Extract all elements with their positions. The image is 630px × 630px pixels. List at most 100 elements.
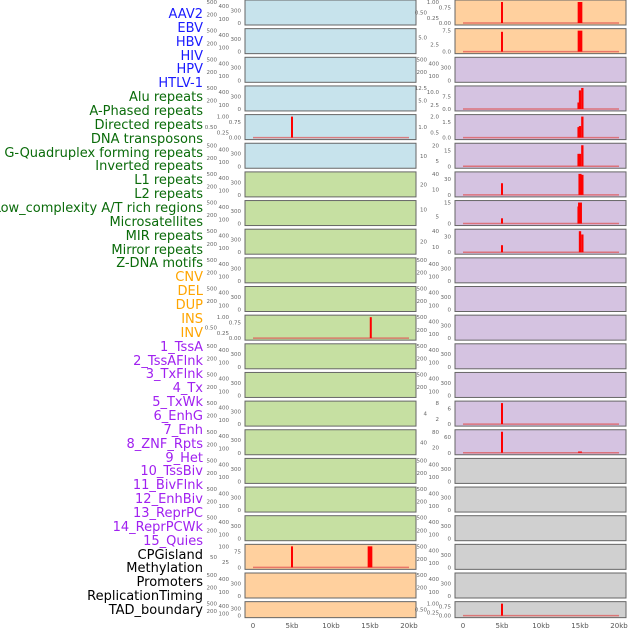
track-label: AAV2 [168, 7, 203, 22]
y-tick-label: 300 [231, 352, 242, 358]
y-tick-label: 8 [436, 401, 440, 407]
y-tick-label: 0 [238, 78, 242, 84]
y-tick-label: 500 [417, 544, 428, 550]
y-tick-label: 400 [219, 291, 230, 297]
y-tick-label: 0.0 [442, 107, 451, 113]
y-tick-label: 0 [238, 279, 242, 285]
y-tick-label: 0 [448, 422, 452, 428]
y-tick-label: 100 [219, 504, 230, 510]
track-label: Mirror repeats [111, 242, 203, 258]
y-tick-label: 500 [207, 57, 218, 63]
panel-background [454, 601, 627, 619]
y-tick-label: 200 [207, 356, 218, 362]
y-tick-label: 5.0 [418, 99, 427, 105]
bar [578, 231, 582, 253]
y-tick-label: 400 [219, 348, 230, 354]
y-tick-label: 12.5 [415, 86, 428, 92]
y-tick-label: 0 [238, 537, 242, 543]
panel-background [454, 343, 627, 370]
y-tick-label: 100 [219, 447, 230, 453]
panel-background [454, 171, 627, 198]
y-tick-label: 300 [231, 94, 242, 100]
y-tick-label: 400 [219, 577, 230, 583]
track-label: HBV [175, 34, 203, 50]
y-tick-label: 200 [207, 41, 218, 47]
bar [501, 245, 503, 253]
y-tick-label: 0 [238, 250, 242, 256]
y-tick-label: 300 [231, 410, 242, 416]
y-tick-label: 500 [207, 602, 218, 608]
panel-background [454, 28, 627, 55]
y-tick-label: 400 [219, 90, 230, 96]
y-tick-label: 500 [207, 401, 218, 407]
x-tick-label: 10kb [532, 622, 550, 630]
track-panel: 0.000.250.50 0.751.00 [415, 0, 627, 27]
panel-background [454, 257, 627, 284]
y-tick-label: 400 [429, 62, 440, 68]
y-tick-label: 0 [448, 336, 452, 342]
y-tick-label: 500 [207, 430, 218, 436]
panel-background [244, 85, 417, 112]
track-label: 8_ZNF_Rpts [126, 436, 203, 452]
track-label: INV [180, 325, 203, 341]
y-tick-label: 500 [207, 201, 218, 207]
y-tick-label: 300 [231, 295, 242, 301]
y-tick-label: 100 [429, 74, 440, 80]
y-tick-label: 400 [219, 33, 230, 39]
track-label: 15_Quies [143, 533, 203, 549]
y-tick-label: 0 [238, 308, 242, 314]
panel-background [244, 286, 417, 312]
y-tick-label: 0.75 [229, 120, 242, 126]
y-tick-label: 100 [429, 275, 440, 281]
track-panel: 0 2 4 6 8 [424, 400, 627, 428]
bar [578, 90, 582, 109]
bar [578, 451, 582, 453]
y-tick-label: 7.5 [442, 29, 451, 35]
panel-background [244, 142, 417, 169]
y-tick-label: 6 [448, 406, 452, 412]
panel-background [454, 371, 627, 398]
y-tick-label: 100 [219, 17, 230, 23]
panel-background [244, 400, 417, 427]
y-tick-label: 200 [417, 500, 428, 506]
track-label: HIV [180, 48, 203, 64]
track-label: Methylation [126, 561, 203, 577]
y-tick-label: 200 [207, 385, 218, 391]
x-tick-label: 10kb [322, 622, 340, 630]
bar [501, 218, 503, 224]
y-tick-label: 500 [207, 143, 218, 149]
y-tick-label: 300 [231, 238, 242, 244]
y-tick-label: 0.00 [229, 336, 242, 342]
y-tick-label: 100 [429, 504, 440, 510]
y-tick-label: 20 [432, 446, 439, 452]
panel-background [244, 343, 417, 370]
y-tick-label: 400 [219, 4, 230, 10]
y-tick-label: 200 [417, 299, 428, 305]
y-tick-label: 200 [417, 557, 428, 563]
bar [578, 202, 582, 224]
y-tick-label: 0 [448, 250, 452, 256]
y-tick-label: 100 [219, 45, 230, 51]
y-tick-label: 7.5 [442, 94, 451, 100]
panel-background [244, 371, 417, 398]
y-tick-label: 400 [219, 434, 230, 440]
panel-background [244, 257, 417, 284]
track-label: 14_ReprPCWk [112, 519, 203, 535]
bar [581, 234, 584, 253]
y-tick-label: 2.0 [430, 115, 439, 121]
y-tick-label: 300 [441, 381, 452, 387]
y-tick-label: 200 [207, 609, 218, 615]
y-tick-label: 0 [448, 164, 452, 170]
bar [578, 153, 582, 167]
track-label: EBV [177, 20, 203, 36]
track-panel: 0.000.250.50 0.751.00 [415, 601, 627, 620]
